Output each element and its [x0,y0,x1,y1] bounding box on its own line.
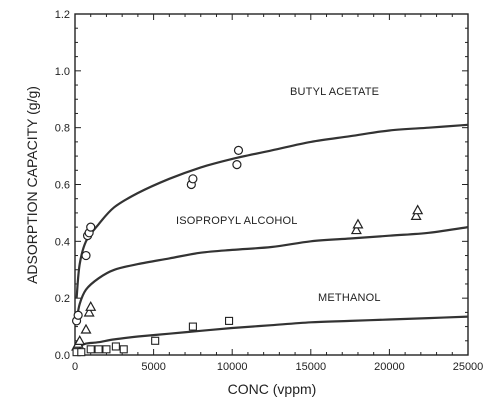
fit-curve [75,315,469,351]
fit-curve [75,123,469,299]
x-tick-label: 0 [72,361,78,373]
series-label-methanol: METHANOL [318,292,381,304]
data-points [71,145,424,357]
data-point-circle [81,250,91,261]
y-axis-ticks: 0.0 0.2 0.4 0.6 0.8 1.0 1.2 [55,9,468,362]
y-tick-label: 0.2 [55,293,70,305]
data-point-circle [86,222,96,232]
data-point-triangle [80,323,92,334]
data-point-square [86,345,95,354]
y-tick-label: 1.0 [55,66,70,78]
data-point-square [111,342,120,351]
x-tick-label: 25000 [453,361,484,373]
y-tick-label: 0.0 [55,350,70,362]
data-point-square [102,345,111,354]
data-point-circle [233,145,244,155]
data-point-triangle [74,335,86,345]
y-tick-label: 1.2 [55,9,70,21]
plot-frame [74,13,469,356]
data-point-triangle [352,218,364,229]
data-point-circle [188,174,198,184]
y-axis-title: ADSORPTION CAPACITY (g/g) [24,86,40,284]
series-label-butyl-acetate: BUTYL ACETATE [290,86,379,98]
data-point-circle [232,160,242,170]
y-tick-label: 0.4 [55,236,70,248]
x-tick-label: 10000 [217,361,248,373]
data-point-square [151,336,160,345]
data-point-square [188,322,197,331]
fit-curve [75,226,469,322]
data-point-square [94,345,103,354]
data-point-triangle [85,300,97,311]
x-tick-label: 15000 [296,361,327,373]
data-point-triangle [410,210,422,220]
fit-curves [75,123,469,351]
data-point-square [77,348,86,357]
data-point-triangle [412,204,424,215]
y-tick-label: 0.6 [55,180,70,192]
series-label-isopropyl-alcohol: ISOPROPYL ALCOHOL [176,215,298,227]
data-point-square [119,345,128,354]
data-point-square [225,316,234,325]
x-axis-ticks: 0 5000 10000 15000 20000 25000 [72,14,483,373]
y-tick-label: 0.8 [55,123,70,135]
data-point-triangle [350,224,362,235]
data-point-triangle [83,306,95,317]
x-tick-label: 20000 [374,361,405,373]
data-point-circle [73,310,83,320]
x-tick-label: 5000 [141,361,165,373]
x-axis-title: CONC (vppm) [228,381,317,397]
